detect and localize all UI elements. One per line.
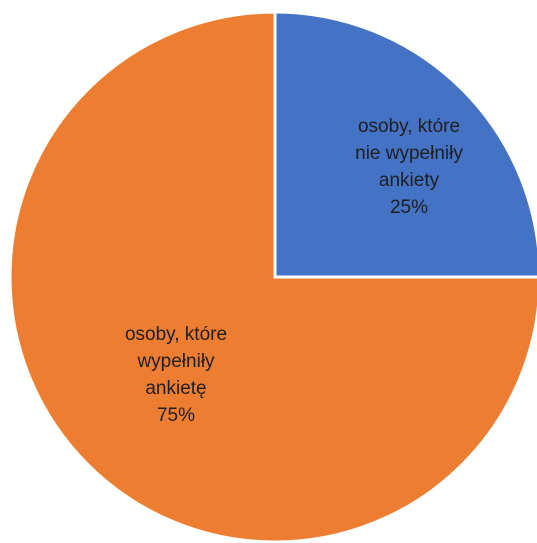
slice-label-line: ankietę [145, 378, 206, 399]
slice-label-line: wypełniły [136, 351, 215, 372]
slice-label-0: osoby, które nie wypełniły ankiety 25% [355, 116, 463, 218]
slice-label-line: osoby, które [125, 324, 227, 345]
slice-percent-0: 25% [390, 197, 428, 218]
pie-slice-0 [273, 10, 537, 279]
slices-layer [8, 10, 537, 543]
labels-layer: osoby, które nie wypełniły ankiety 25%osoby… [125, 116, 463, 426]
slice-percent-1: 75% [157, 405, 195, 426]
slice-label-line: nie wypełniły [355, 143, 463, 164]
slice-label-line: osoby, które [358, 116, 460, 137]
slice-label-1: osoby, które wypełniły ankietę 75% [125, 324, 227, 426]
pie-slice-1 [8, 10, 537, 543]
slice-label-line: ankiety [379, 170, 440, 191]
